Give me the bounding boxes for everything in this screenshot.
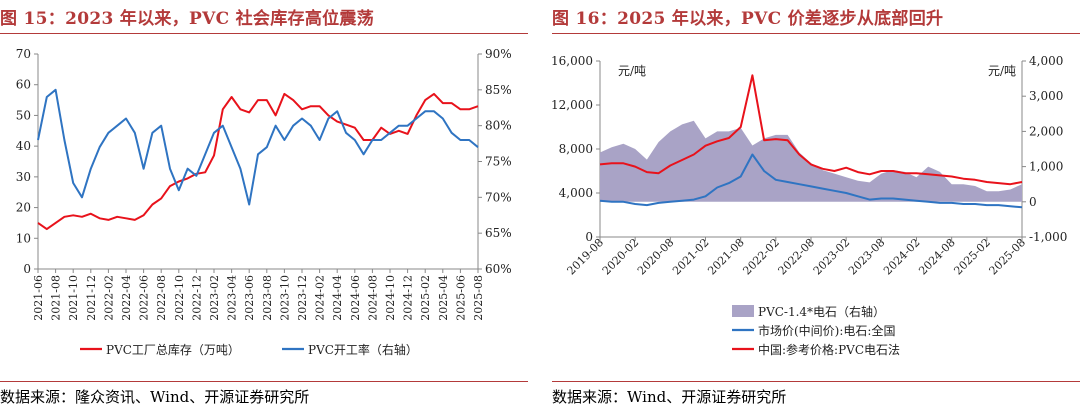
fig15-y-right-tick-label: 60% xyxy=(485,262,512,276)
figure-15-chart: 0 10 20 30 40 50 60 70 60% 65% 70% 75% 80% 85% 90% 2021… xyxy=(16,47,512,357)
figure-15-source: 数据来源：隆众资讯、Wind、开源证券研究所 xyxy=(0,388,310,406)
fig16-y-left-tick-label: 8,000 xyxy=(559,142,593,156)
figure-16-chart: 0 4,000 8,000 12,000 16,000 -1,000 0 1,000 2,000… xyxy=(552,54,1067,357)
fig16-y-right-tick-label: 2,000 xyxy=(1029,124,1063,138)
fig16-x-tick-label: 2024-02 xyxy=(881,236,923,278)
fig15-x-tick-label: 2022-04 xyxy=(120,275,133,321)
fig16-x-tick-label: 2021-02 xyxy=(670,236,712,278)
fig15-series-line xyxy=(37,88,479,206)
fig16-x-tick-label: 2021-08 xyxy=(705,236,747,278)
fig16-y-left-tick-label: 4,000 xyxy=(559,186,593,200)
fig16-x-tick-label: 2020-02 xyxy=(600,236,642,278)
fig16-unit-left: 元/吨 xyxy=(618,64,646,78)
fig15-y-right-tick-label: 75% xyxy=(485,155,512,169)
fig15-y-left-tick-label: 70 xyxy=(16,47,31,61)
fig16-unit-right: 元/吨 xyxy=(988,64,1016,78)
fig15-y-left-tick-label: 10 xyxy=(16,231,31,245)
fig15-legend-label: PVC开工率（右轴） xyxy=(308,342,418,357)
fig15-x-tick-label: 2023-04 xyxy=(226,275,239,321)
fig15-legend-label: PVC工厂总库存（万吨） xyxy=(106,342,240,357)
fig16-y-left-tick-label: 16,000 xyxy=(552,54,593,68)
figure-15-title: 图 15：2023 年以来，PVC 社会库存高位震荡 xyxy=(0,9,375,29)
fig16-series-line xyxy=(599,153,1023,209)
figure-16: 图 16：2025 年以来，PVC 价差逐步从底部回升 0 4,000 8,000 1… xyxy=(552,0,1080,415)
fig15-x-tick-label: 2025-04 xyxy=(437,275,450,321)
fig16-x-tick-label: 2022-02 xyxy=(740,236,782,278)
fig15-y-right-tick-label: 70% xyxy=(485,190,512,204)
fig15-x-tick-label: 2025-08 xyxy=(472,275,485,321)
fig16-x-tick-label: 2022-08 xyxy=(776,236,818,278)
fig15-y-right-tick-label: 85% xyxy=(485,83,512,97)
fig15-y-left-tick-label: 30 xyxy=(16,170,31,184)
fig16-legend-label: 市场价(中间价):电石:全国 xyxy=(758,323,895,338)
fig15-x-tick-label: 2023-06 xyxy=(243,275,256,321)
fig16-y-right-tick-label: -1,000 xyxy=(1029,230,1067,244)
fig15-x-tick-label: 2022-10 xyxy=(173,275,186,321)
fig16-x-tick-label: 2023-02 xyxy=(811,236,853,278)
fig15-x-tick-label: 2021-06 xyxy=(32,275,45,321)
fig15-series-line xyxy=(37,92,479,231)
fig15-y-left-tick-label: 50 xyxy=(16,108,31,122)
fig15-x-tick-label: 2023-02 xyxy=(208,275,221,321)
fig15-x-tick-label: 2024-08 xyxy=(366,275,379,321)
fig15-x-tick-label: 2024-12 xyxy=(402,275,415,321)
fig15-x-tick-label: 2023-10 xyxy=(278,275,291,321)
fig16-x-tick-label: 2024-08 xyxy=(916,236,958,278)
fig16-x-tick-label: 2025-02 xyxy=(951,236,993,278)
fig16-legend-label: PVC-1.4*电石（右轴） xyxy=(758,304,885,319)
fig15-x-tick-label: 2022-12 xyxy=(190,275,203,321)
fig15-y-right-tick-label: 90% xyxy=(485,47,512,61)
fig15-x-tick-label: 2024-06 xyxy=(349,275,362,321)
figure-15-top-rule xyxy=(0,33,528,34)
fig15-y-right-tick-label: 65% xyxy=(485,226,512,240)
fig16-y-right-tick-label: 3,000 xyxy=(1029,89,1063,103)
fig16-y-left-tick-label: 12,000 xyxy=(552,98,593,112)
figure-16-title: 图 16：2025 年以来，PVC 价差逐步从底部回升 xyxy=(552,9,944,29)
fig15-x-tick-label: 2021-12 xyxy=(85,275,98,321)
fig16-series-line xyxy=(599,74,1023,186)
fig16-x-tick-label: 2020-08 xyxy=(635,236,677,278)
fig15-y-right-tick-label: 80% xyxy=(485,119,512,133)
fig16-legend-swatch xyxy=(732,305,754,317)
figure-15-bottom-rule xyxy=(0,381,528,382)
fig15-y-left-tick-label: 40 xyxy=(16,139,31,153)
figure-16-bottom-rule xyxy=(552,381,1080,382)
fig15-x-tick-label: 2022-06 xyxy=(138,275,151,321)
fig15-x-tick-label: 2022-02 xyxy=(102,275,115,321)
fig15-x-tick-label: 2024-10 xyxy=(384,275,397,321)
fig15-x-tick-label: 2024-02 xyxy=(314,275,327,321)
fig16-y-left-tick-label: 0 xyxy=(585,230,593,244)
fig16-y-right-tick-label: 1,000 xyxy=(1029,160,1063,174)
figure-15: 图 15：2023 年以来，PVC 社会库存高位震荡 0 10 20 30 40 50 60… xyxy=(0,0,528,415)
fig16-series-area xyxy=(600,120,1022,202)
figure-16-top-rule xyxy=(552,33,1080,34)
fig16-x-tick-label: 2023-08 xyxy=(846,236,888,278)
fig15-x-tick-label: 2023-08 xyxy=(261,275,274,321)
fig15-y-left-tick-label: 20 xyxy=(16,201,31,215)
fig15-x-tick-label: 2021-10 xyxy=(67,275,80,321)
fig15-x-tick-label: 2025-02 xyxy=(419,275,432,321)
figure-16-source: 数据来源：Wind、开源证券研究所 xyxy=(552,388,787,406)
fig16-y-right-tick-label: 4,000 xyxy=(1029,54,1063,68)
fig15-x-tick-label: 2022-08 xyxy=(155,275,168,321)
fig16-y-right-tick-label: 0 xyxy=(1029,195,1037,209)
fig15-y-left-tick-label: 0 xyxy=(23,262,31,276)
fig16-x-tick-label: 2025-08 xyxy=(987,236,1029,278)
fig15-x-tick-label: 2025-06 xyxy=(454,275,467,321)
fig15-x-tick-label: 2023-12 xyxy=(296,275,309,321)
fig16-legend-label: 中国:参考价格:PVC电石法 xyxy=(758,342,900,357)
fig15-x-tick-label: 2021-08 xyxy=(50,275,63,321)
fig15-x-tick-label: 2024-04 xyxy=(331,275,344,321)
fig15-y-left-tick-label: 60 xyxy=(16,78,31,92)
